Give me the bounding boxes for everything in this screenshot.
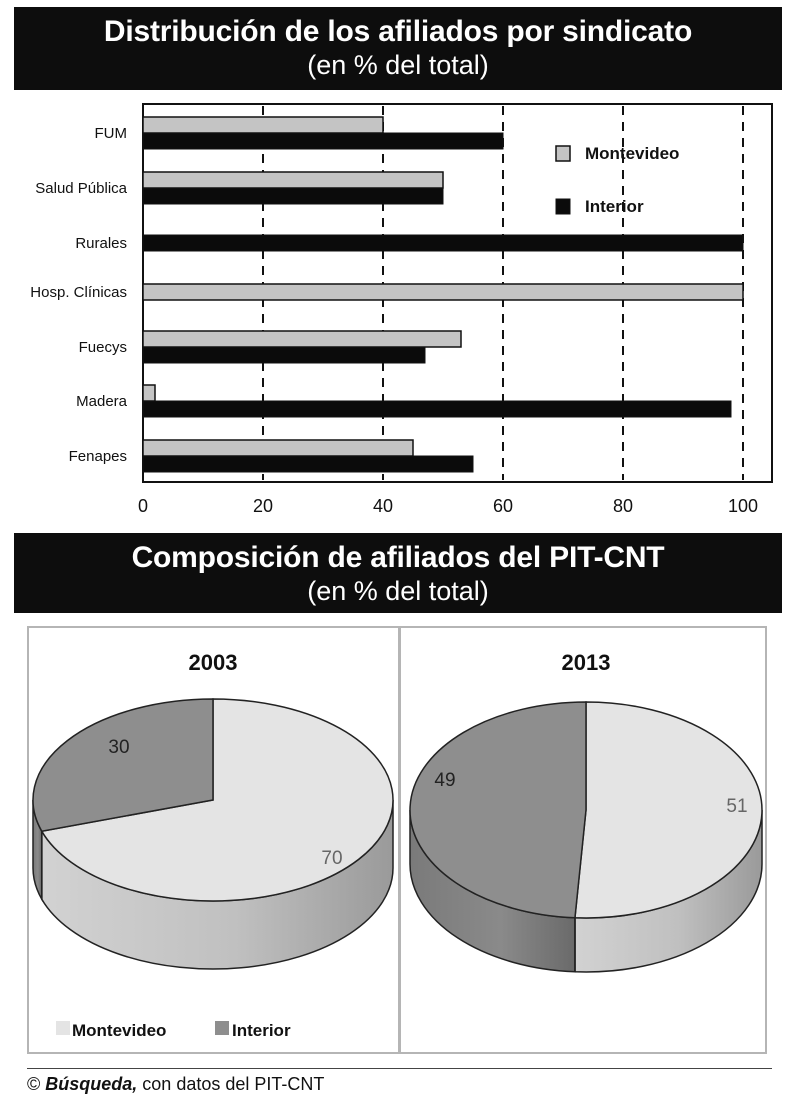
pie-value-label: 30 [108,737,129,758]
bar-interior [142,400,732,418]
bar-chart: 0 20 40 60 80 100 FUM Salud Pública Rurales Hosp.… [30,103,773,516]
legend-swatch-interior [555,198,571,215]
x-tick-label: 100 [728,496,758,516]
category-label: Salud Pública [35,180,127,197]
bar-chart-title: Distribución de los afiliados por sindic… [103,15,693,48]
bar-montevideo [142,283,744,301]
category-label: Fenapes [69,448,127,465]
x-tick-label: 20 [253,496,273,516]
bar-interior [142,455,474,473]
pie-chart-header: Composición de afiliados del PIT-CNT (en… [14,533,782,613]
legend-swatch-montevideo [56,1021,70,1035]
pie-value-label: 51 [726,796,747,817]
category-label: Madera [76,393,128,410]
category-label: Rurales [75,235,127,252]
bar-chart-subtitle: (en % del total) [307,50,489,80]
bar-interior [142,234,744,252]
bar-interior [142,346,426,364]
legend-swatch-interior [215,1021,229,1035]
pie-slice-montevideo [574,701,763,919]
legend-label-montevideo: Montevideo [72,1021,166,1040]
pie-year-title: 2013 [562,650,611,675]
pie-chart-subtitle: (en % del total) [307,576,489,606]
x-tick-label: 80 [613,496,633,516]
pie-divider [398,626,401,1054]
pie-slice-montevideo [40,698,394,902]
pie-slice-interior [409,701,587,919]
legend-swatch-montevideo [555,145,571,162]
pie-value-label: 49 [434,770,455,791]
legend-label-interior: Interior [232,1021,291,1040]
source-brand: Búsqueda, [45,1074,138,1094]
bar-interior [142,132,504,150]
source-text: con datos del PIT-CNT [137,1074,325,1094]
legend-label-interior: Interior [585,197,644,216]
pie-slice-interior [32,698,214,833]
pie-year-title: 2003 [189,650,238,675]
bar-interior [142,187,444,205]
x-tick-label: 40 [373,496,393,516]
footer-rule [27,1068,772,1069]
legend-label-montevideo: Montevideo [585,144,679,163]
category-label: Fuecys [79,339,127,356]
category-label: FUM [95,125,128,142]
source-footer: © Búsqueda, con datos del PIT-CNT [27,1074,324,1095]
x-tick-label: 60 [493,496,513,516]
x-tick-label: 0 [138,496,148,516]
category-label: Hosp. Clínicas [30,284,127,301]
pie-value-label: 70 [321,848,342,869]
copyright-symbol: © [27,1074,41,1094]
pie-chart-title: Composición de afiliados del PIT-CNT [131,541,665,574]
bar-chart-header: Distribución de los afiliados por sindic… [14,7,782,90]
